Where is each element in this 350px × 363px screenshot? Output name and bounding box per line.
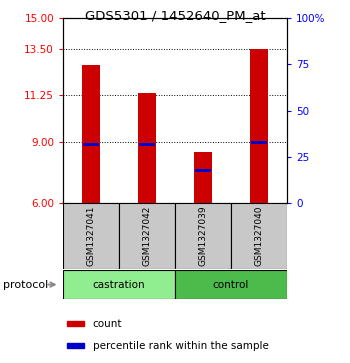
Text: GDS5301 / 1452640_PM_at: GDS5301 / 1452640_PM_at	[85, 9, 265, 22]
Bar	[251, 141, 267, 144]
Text: count: count	[92, 319, 122, 329]
Text: GSM1327041: GSM1327041	[86, 206, 96, 266]
Bar	[194, 152, 212, 203]
Text: GSM1327039: GSM1327039	[198, 205, 208, 266]
Bar	[119, 203, 175, 269]
Text: GSM1327042: GSM1327042	[142, 206, 152, 266]
Text: control: control	[213, 280, 249, 290]
Bar	[195, 169, 211, 172]
Bar	[68, 343, 84, 348]
Bar	[63, 203, 119, 269]
Bar	[231, 203, 287, 269]
Bar	[138, 93, 156, 203]
Bar	[175, 203, 231, 269]
Text: percentile rank within the sample: percentile rank within the sample	[92, 340, 268, 351]
Bar	[63, 270, 175, 299]
Bar	[68, 321, 84, 326]
Bar	[83, 143, 99, 146]
Bar	[175, 270, 287, 299]
Bar	[139, 143, 155, 146]
Bar	[82, 65, 100, 203]
Text: protocol: protocol	[4, 280, 49, 290]
Text: castration: castration	[93, 280, 145, 290]
Bar	[250, 49, 268, 203]
Text: GSM1327040: GSM1327040	[254, 206, 264, 266]
